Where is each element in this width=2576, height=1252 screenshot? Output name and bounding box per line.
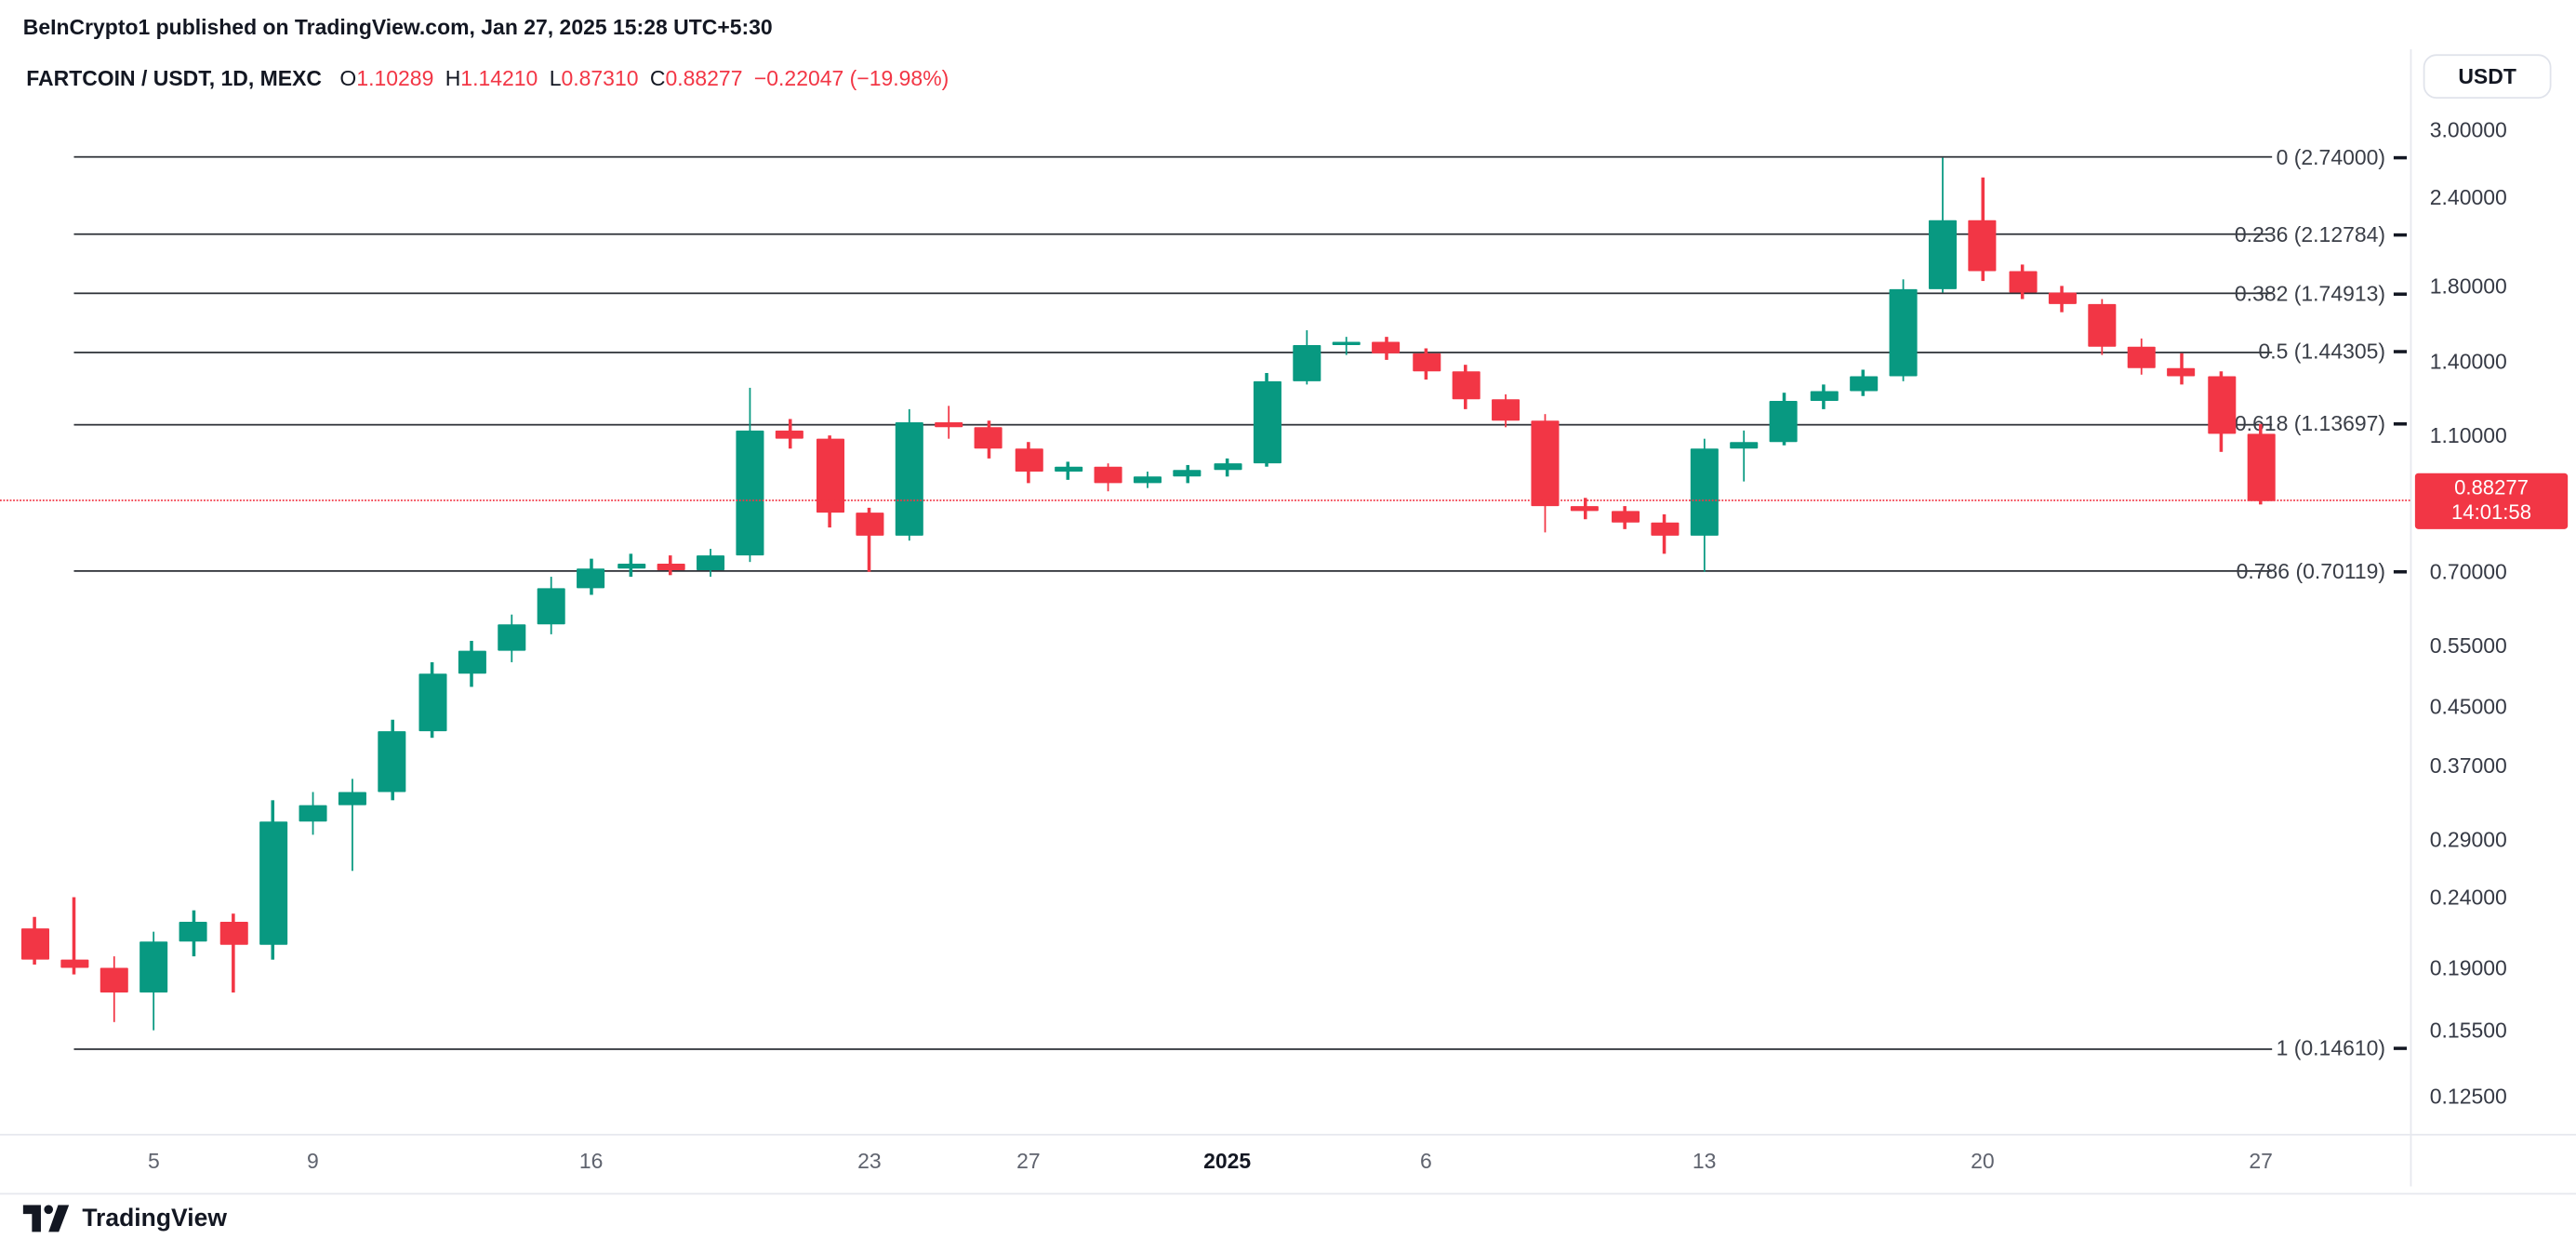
last-price-label[interactable]: 0.88277 14:01:58 (2414, 473, 2569, 530)
time-tick-label: 23 (857, 1148, 882, 1174)
symbol-title: FARTCOIN / USDT, 1D, MEXC (26, 65, 323, 91)
price-tick-label: 0.12500 (2429, 1083, 2507, 1109)
price-tick-label: 1.40000 (2429, 349, 2507, 374)
price-tick-label: 0.37000 (2429, 753, 2507, 779)
time-tick-label: 5 (147, 1148, 160, 1174)
last-price-countdown: 14:01:58 (2451, 501, 2531, 526)
price-tick-label: 0.24000 (2429, 885, 2507, 911)
price-tick-label: 1.80000 (2429, 273, 2507, 298)
time-tick-label: 27 (1016, 1148, 1041, 1174)
axis-divider-vertical (2410, 48, 2412, 1187)
ohlc-close: C 0.88277 (649, 65, 743, 91)
chart-plot-area[interactable] (0, 105, 2410, 1134)
symbol-legend[interactable]: FARTCOIN / USDT, 1D, MEXC O 1.10289 H 1.14… (26, 66, 949, 90)
tradingview-logo-icon (22, 1205, 70, 1232)
price-tick-label: 0.29000 (2429, 827, 2507, 853)
tradingview-brand[interactable]: TradingView (22, 1204, 227, 1232)
price-tick-label: 0.70000 (2429, 559, 2507, 585)
price-tick-label: 3.00000 (2429, 117, 2507, 142)
ohlc-low: L 0.87310 (549, 65, 639, 91)
price-tick-label: 0.45000 (2429, 694, 2507, 719)
last-price-value: 0.88277 (2454, 476, 2529, 500)
change-value: −0.22047 (−19.98%) (753, 65, 949, 91)
price-tick-label: 0.19000 (2429, 956, 2507, 981)
tradingview-brand-text: TradingView (82, 1204, 227, 1232)
time-tick-label: 27 (2249, 1148, 2273, 1174)
time-tick-label: 2025 (1203, 1148, 1252, 1174)
price-tick-label: 2.40000 (2429, 185, 2507, 210)
ohlc-open: O 1.10289 (339, 65, 434, 91)
currency-toggle-button[interactable]: USDT (2423, 54, 2552, 99)
ohlc-high: H 1.14210 (445, 65, 538, 91)
time-tick-label: 16 (578, 1148, 604, 1174)
price-tick-label: 1.10000 (2429, 422, 2507, 447)
attribution-text: BeInCrypto1 published on TradingView.com… (22, 14, 773, 40)
price-tick-label: 0.55000 (2429, 633, 2507, 659)
time-tick-label: 6 (1420, 1148, 1432, 1174)
time-tick-label: 9 (306, 1148, 319, 1174)
price-tick-label: 0.15500 (2429, 1018, 2507, 1044)
footer-divider (0, 1192, 2576, 1195)
time-tick-label: 20 (1971, 1148, 1995, 1174)
time-tick-label: 13 (1692, 1148, 1717, 1174)
time-axis-divider (0, 1133, 2576, 1136)
